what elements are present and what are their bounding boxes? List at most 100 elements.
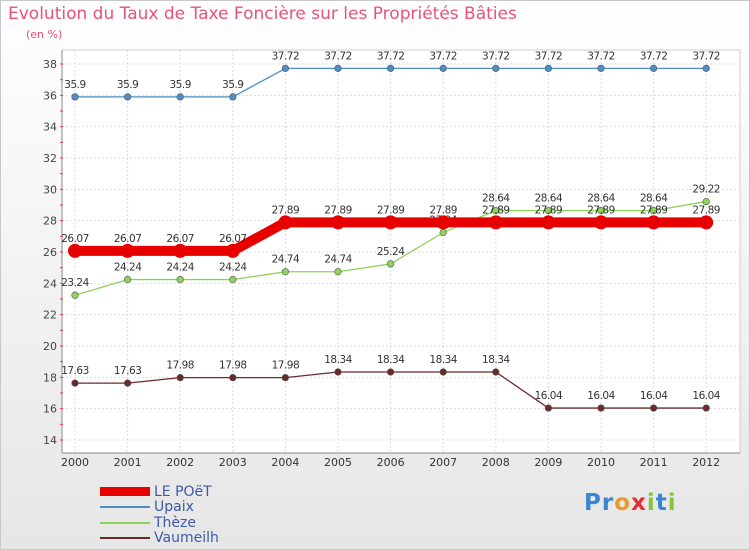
x-tick-label: 2007 bbox=[429, 456, 457, 469]
data-label-vaumeilh: 18.34 bbox=[482, 354, 510, 366]
data-point-th-ze bbox=[544, 207, 553, 215]
data-point-vaumeilh bbox=[229, 374, 237, 382]
data-point-upaix bbox=[281, 64, 290, 72]
y-tick-label: 34 bbox=[43, 121, 57, 134]
data-label-vaumeilh: 16.04 bbox=[535, 390, 563, 402]
legend-item-le-poet: LE POëT bbox=[100, 484, 219, 500]
y-tick-label: 28 bbox=[43, 215, 57, 228]
legend-swatch-theze bbox=[100, 521, 150, 524]
data-point-le-po-t bbox=[646, 215, 661, 230]
legend-item-vaumeilh: Vaumeilh bbox=[100, 530, 219, 547]
x-tick-label: 2009 bbox=[534, 456, 562, 469]
data-point-le-po-t bbox=[488, 215, 503, 230]
data-label-th-ze: 24.24 bbox=[114, 262, 142, 274]
y-tick-label: 18 bbox=[43, 371, 57, 384]
data-label-upaix: 37.72 bbox=[640, 50, 668, 62]
data-label-upaix: 37.72 bbox=[692, 50, 720, 62]
data-label-le-po-t: 26.07 bbox=[219, 233, 247, 245]
data-label-th-ze: 28.64 bbox=[587, 193, 615, 205]
data-point-th-ze bbox=[387, 260, 395, 268]
data-label-upaix: 37.72 bbox=[535, 50, 563, 62]
legend-label-le-poet: LE POëT bbox=[154, 483, 212, 500]
data-point-th-ze bbox=[492, 207, 500, 215]
data-point-le-po-t bbox=[541, 215, 556, 230]
data-label-vaumeilh: 17.98 bbox=[272, 360, 300, 372]
data-label-vaumeilh: 16.04 bbox=[587, 390, 615, 402]
data-point-th-ze bbox=[597, 207, 605, 215]
data-label-le-po-t: 27.89 bbox=[692, 204, 720, 216]
y-tick-label: 14 bbox=[43, 434, 57, 447]
data-label-le-po-t: 26.07 bbox=[114, 233, 142, 245]
legend-swatch-vaumeilh bbox=[100, 537, 150, 540]
data-point-le-po-t bbox=[331, 215, 345, 230]
data-label-upaix: 37.72 bbox=[482, 50, 510, 62]
data-label-th-ze: 29.22 bbox=[692, 184, 720, 196]
data-point-upaix bbox=[702, 64, 710, 72]
data-label-le-po-t: 26.07 bbox=[166, 233, 194, 245]
data-label-le-po-t: 27.89 bbox=[640, 204, 668, 216]
x-tick-label: 2011 bbox=[640, 456, 668, 469]
legend-swatch-upaix bbox=[100, 506, 150, 509]
y-tick-label: 16 bbox=[43, 403, 57, 416]
data-point-th-ze bbox=[229, 275, 237, 284]
data-point-upaix bbox=[439, 64, 447, 72]
data-point-th-ze bbox=[439, 228, 447, 237]
data-label-vaumeilh: 17.63 bbox=[114, 365, 142, 377]
legend: LE POëT Upaix Thèze Vaumeilh bbox=[100, 484, 219, 546]
data-label-le-po-t: 27.89 bbox=[535, 204, 563, 216]
data-label-le-po-t: 27.89 bbox=[587, 204, 615, 216]
data-point-le-po-t bbox=[383, 215, 398, 230]
data-label-upaix: 35.9 bbox=[117, 79, 138, 91]
y-tick-label: 38 bbox=[43, 58, 57, 71]
data-point-le-po-t bbox=[173, 243, 188, 258]
data-point-vaumeilh bbox=[597, 404, 605, 412]
data-point-vaumeilh bbox=[71, 379, 79, 387]
x-tick-label: 2012 bbox=[692, 456, 720, 469]
data-label-th-ze: 25.24 bbox=[377, 246, 405, 258]
data-label-le-po-t: 26.07 bbox=[61, 233, 89, 245]
x-tick-label: 2010 bbox=[587, 456, 615, 469]
data-label-upaix: 35.9 bbox=[170, 79, 191, 91]
data-label-upaix: 37.72 bbox=[377, 50, 405, 62]
data-point-le-po-t bbox=[699, 215, 714, 230]
x-tick-label: 2005 bbox=[324, 456, 352, 469]
data-label-upaix: 37.72 bbox=[324, 50, 352, 62]
data-point-upaix bbox=[334, 64, 342, 72]
data-label-th-ze: 23.24 bbox=[61, 277, 89, 289]
data-point-vaumeilh bbox=[334, 368, 342, 376]
data-point-vaumeilh bbox=[387, 368, 395, 376]
data-point-th-ze bbox=[71, 291, 79, 299]
data-point-upaix bbox=[176, 93, 184, 101]
y-tick-label: 36 bbox=[43, 89, 57, 102]
x-tick-label: 2000 bbox=[61, 456, 89, 469]
x-tick-label: 2006 bbox=[377, 456, 405, 469]
proxiti-logo: Proxiti bbox=[584, 490, 677, 516]
data-point-upaix bbox=[123, 93, 132, 101]
data-label-vaumeilh: 16.04 bbox=[640, 390, 668, 402]
data-label-vaumeilh: 17.98 bbox=[166, 360, 194, 372]
data-point-upaix bbox=[492, 64, 500, 72]
data-label-upaix: 37.72 bbox=[429, 50, 457, 62]
legend-swatch-le-poet bbox=[100, 487, 150, 497]
legend-label-upaix: Upaix bbox=[154, 499, 194, 516]
data-point-le-po-t bbox=[594, 215, 608, 230]
data-label-vaumeilh: 16.04 bbox=[692, 390, 720, 402]
x-tick-label: 2003 bbox=[219, 456, 247, 469]
legend-label-vaumeilh: Vaumeilh bbox=[154, 530, 219, 547]
data-label-th-ze: 28.64 bbox=[640, 193, 668, 205]
data-label-upaix: 37.72 bbox=[272, 50, 300, 62]
data-point-le-po-t bbox=[120, 243, 135, 258]
data-label-th-ze: 24.74 bbox=[272, 254, 300, 266]
data-point-upaix bbox=[71, 93, 79, 101]
data-point-vaumeilh bbox=[702, 404, 710, 412]
x-tick-label: 2004 bbox=[271, 456, 299, 469]
data-label-upaix: 35.9 bbox=[64, 79, 85, 91]
data-point-vaumeilh bbox=[123, 379, 132, 387]
y-tick-label: 20 bbox=[43, 340, 57, 353]
data-label-th-ze: 24.24 bbox=[166, 262, 194, 274]
data-point-th-ze bbox=[176, 275, 184, 284]
data-label-vaumeilh: 17.98 bbox=[219, 360, 247, 372]
data-point-upaix bbox=[387, 64, 395, 72]
data-point-vaumeilh bbox=[176, 374, 184, 382]
